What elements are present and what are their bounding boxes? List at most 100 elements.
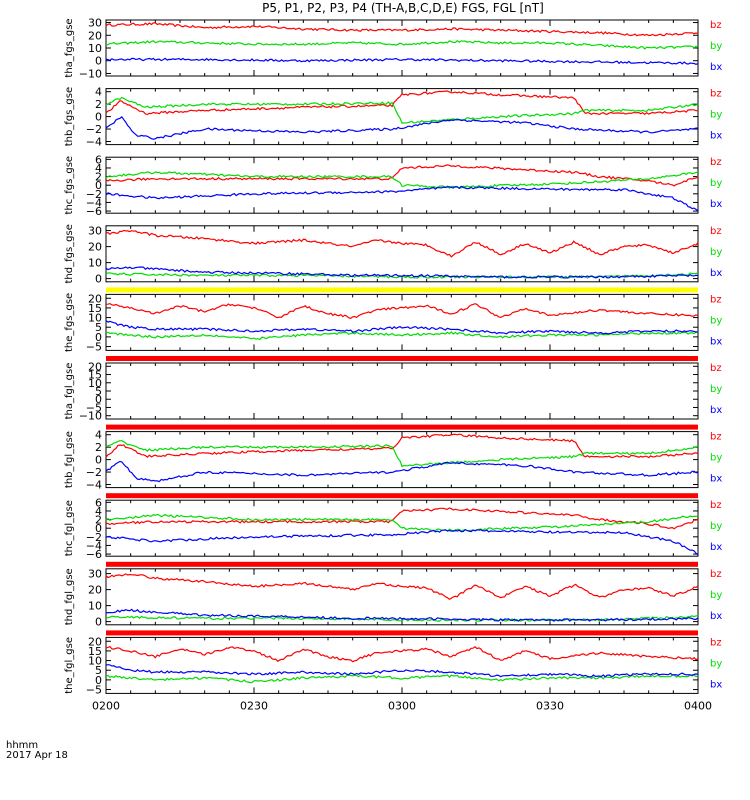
ytick-label: 15 — [88, 645, 102, 658]
legend-bx: bx — [710, 131, 722, 142]
panel-frame — [105, 225, 699, 283]
ytick-label: 0 — [95, 331, 102, 344]
ytick-label: −5 — [86, 684, 102, 697]
panel-ylabel: thc_fgs_gse — [64, 156, 75, 215]
panel-ylabel: thb_fgl_gse — [64, 431, 75, 488]
legend-by: by — [710, 590, 722, 601]
xtick-label: 0400 — [684, 699, 712, 712]
ytick-label: 5 — [95, 664, 102, 677]
ytick-label: −6 — [86, 548, 102, 561]
series-bx-line — [105, 185, 699, 212]
legend-by: by — [710, 247, 722, 258]
legend-bz: bz — [710, 294, 722, 305]
legend-by: by — [710, 178, 722, 189]
ytick-label: 4 — [95, 505, 102, 518]
ytick-label: 0 — [95, 179, 102, 192]
legend-bx: bx — [710, 474, 722, 485]
series-by-line — [105, 674, 699, 684]
ytick-label: 4 — [95, 429, 102, 442]
ytick-label: 2 — [95, 514, 102, 527]
legend-bx: bx — [710, 268, 722, 279]
panel-frame — [105, 431, 699, 489]
legend-bz: bz — [710, 432, 722, 443]
ytick-label: 30 — [88, 17, 102, 30]
ytick-label: −4 — [86, 135, 102, 148]
ytick-label: 2 — [95, 171, 102, 184]
xtick-label: 0330 — [536, 699, 564, 712]
legend-by: by — [710, 521, 722, 532]
ytick-label: 15 — [88, 302, 102, 315]
series-by-line — [105, 96, 699, 124]
series-by-line — [105, 171, 699, 190]
ytick-label: −4 — [86, 478, 102, 491]
ytick-label: −4 — [86, 196, 102, 209]
panel-ylabel: the_fgl_gse — [64, 637, 75, 694]
ytick-label: 5 — [95, 321, 102, 334]
legend-bz: bz — [710, 20, 722, 31]
ytick-label: 20 — [88, 584, 102, 597]
ytick-label: 0 — [95, 55, 102, 68]
ytick-label: −10 — [79, 410, 102, 423]
panel-ylabel: tha_fgl_gse — [64, 363, 75, 420]
ytick-label: 20 — [88, 292, 102, 305]
series-bz-line — [105, 164, 699, 187]
legend-by: by — [710, 41, 722, 52]
ytick-label: 0 — [95, 111, 102, 124]
xtick-label: 0230 — [240, 699, 268, 712]
legend-bz: bz — [710, 226, 722, 237]
ytick-label: −4 — [86, 539, 102, 552]
panel-p7: 420−2−4 thb_fgl_gse bz by bx — [64, 424, 722, 491]
ytick-label: 4 — [95, 86, 102, 99]
series-bz-line — [105, 507, 699, 530]
ytick-label: −10 — [79, 67, 102, 80]
series-bz-line — [105, 229, 699, 258]
legend-by: by — [710, 658, 722, 669]
legend-bz: bz — [710, 89, 722, 100]
panel-frame — [105, 636, 699, 694]
series-bx-line — [105, 116, 699, 140]
legend-bx: bx — [710, 542, 722, 553]
ytick-label: 10 — [88, 377, 102, 390]
legend-by: by — [710, 453, 722, 464]
series-bz-line — [105, 90, 698, 116]
ytick-label: 20 — [88, 29, 102, 42]
ytick-label: 6 — [95, 153, 102, 166]
panel-ylabel: thd_fgs_gse — [64, 224, 75, 283]
ytick-label: 0 — [95, 393, 102, 406]
series-by-line — [105, 513, 699, 533]
ytick-label: 2 — [95, 98, 102, 111]
series-bz-line — [105, 302, 699, 319]
ytick-label: −5 — [86, 341, 102, 354]
ytick-label: 5 — [95, 385, 102, 398]
ytick-label: −2 — [86, 466, 102, 479]
ytick-label: 20 — [88, 360, 102, 373]
panel-p2: 420−2−4 thb_fgs_gse bz by bx — [64, 86, 722, 149]
legend-bx: bx — [710, 405, 722, 416]
series-bz-line — [105, 573, 699, 601]
legend-bx: bx — [710, 336, 722, 347]
ytick-label: −5 — [86, 401, 102, 414]
ytick-label: 0 — [95, 454, 102, 467]
ytick-label: −2 — [86, 531, 102, 544]
ytick-label: 10 — [88, 600, 102, 613]
ytick-label: 10 — [88, 42, 102, 55]
ytick-label: −6 — [86, 205, 102, 218]
legend-by: by — [710, 110, 722, 121]
series-bz-line — [105, 22, 699, 37]
xtick-label: 0300 — [388, 699, 416, 712]
series-by-line — [105, 331, 699, 341]
legend-by: by — [710, 384, 722, 395]
ytick-label: 30 — [88, 225, 102, 238]
status-flag-bar — [106, 356, 698, 361]
panel-frame — [105, 568, 699, 626]
panel-ylabel: thb_fgs_gse — [64, 87, 75, 146]
ytick-label: 0 — [95, 522, 102, 535]
ytick-label: 20 — [88, 635, 102, 648]
series-by-line — [105, 39, 699, 50]
legend-bz: bz — [710, 500, 722, 511]
